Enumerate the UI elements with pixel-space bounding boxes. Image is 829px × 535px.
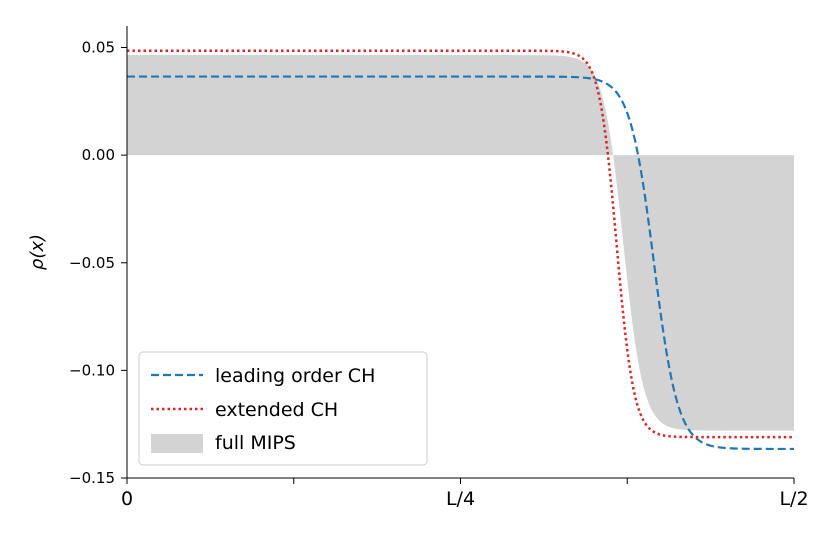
legend-label-full-mips: full MIPS <box>215 432 296 454</box>
legend-swatch-full-mips <box>151 434 203 453</box>
y-tick-label: −0.15 <box>69 469 115 487</box>
line-layer <box>127 49 794 451</box>
legend-label-leading-order-ch: leading order CH <box>215 365 375 387</box>
y-tick-label: −0.10 <box>69 361 115 379</box>
series-extended-ch-line <box>127 49 794 439</box>
legend-label-extended-ch: extended CH <box>215 399 338 421</box>
y-tick-label: 0.05 <box>82 39 115 57</box>
y-axis-label: ρ(x) <box>27 234 48 270</box>
x-tick-label: L/4 <box>446 488 475 510</box>
x-tick-label: L/2 <box>779 488 808 510</box>
series-leading-order-ch-line <box>127 75 794 451</box>
series-full-mips-area <box>127 55 794 431</box>
x-tick-label: 0 <box>121 488 133 510</box>
legend: leading order CH extended CH full MIPS <box>138 351 428 466</box>
y-tick-label: 0.00 <box>82 146 115 164</box>
y-tick-label: −0.05 <box>69 254 115 272</box>
ticks-layer: 0.05 0.00 −0.05 −0.10 −0.15 0 L/4 L/2 <box>69 39 809 510</box>
fill-layer <box>127 55 794 431</box>
legend-frame <box>138 351 428 466</box>
